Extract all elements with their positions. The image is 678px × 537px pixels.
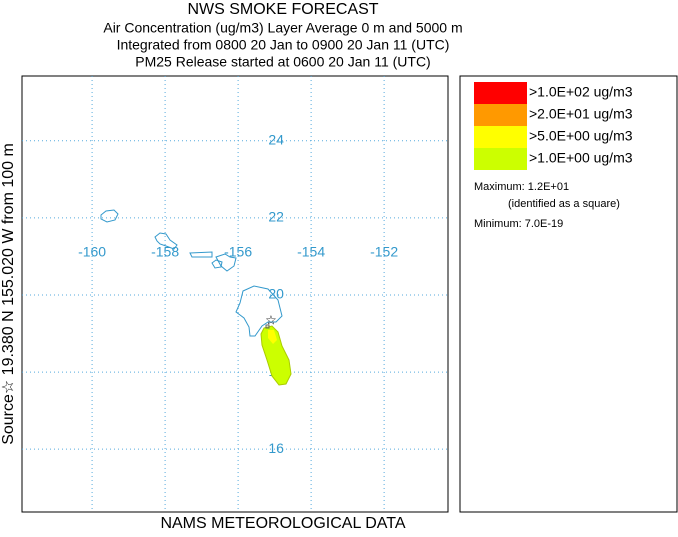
map-frame — [21, 75, 449, 513]
island — [215, 253, 237, 272]
legend-label: >2.0E+01 ug/m3 — [529, 106, 633, 122]
lat-label: 22 — [268, 209, 284, 225]
legend-swatch — [474, 104, 527, 126]
legend-frame — [459, 75, 678, 513]
smoke-plume-core — [268, 330, 277, 344]
maximum-marker — [265, 324, 270, 329]
source-label: Source☆ 19.380 N 155.020 W from 100 m — [0, 143, 17, 445]
lat-label: 16 — [268, 440, 284, 456]
legend: >1.0E+02 ug/m3 >2.0E+01 ug/m3 >5.0E+00 ug/… — [474, 82, 633, 170]
lon-label: -152 — [370, 244, 398, 260]
smoke-plume — [260, 325, 292, 386]
legend-maximum-note: (identified as a square) — [508, 198, 620, 210]
subtitle: Integrated from 0800 20 Jan to 0900 20 J… — [117, 37, 450, 53]
grid: -160-158-156-154-1521618202224 — [22, 76, 448, 512]
source-star: ☆ — [265, 312, 277, 327]
island — [235, 285, 283, 337]
island — [154, 232, 178, 250]
subtitle: Air Concentration (ug/m3) Layer Average … — [103, 20, 462, 36]
lat-label: 20 — [268, 286, 284, 302]
island — [100, 209, 119, 223]
legend-swatch — [474, 82, 527, 104]
legend-label: >1.0E+02 ug/m3 — [529, 84, 633, 100]
title: NWS SMOKE FORECAST — [187, 1, 378, 18]
island — [189, 251, 213, 258]
lon-label: -154 — [297, 244, 325, 260]
legend-swatch — [474, 148, 527, 170]
legend-swatch — [474, 126, 527, 148]
lat-label: 24 — [268, 131, 284, 147]
legend-minimum: Minimum: 7.0E-19 — [474, 218, 563, 230]
subtitle: PM25 Release started at 0600 20 Jan 11 (… — [135, 54, 430, 70]
coastlines — [100, 209, 283, 337]
lon-label: -160 — [78, 244, 106, 260]
island — [211, 259, 223, 269]
lon-label: -158 — [151, 244, 179, 260]
legend-label: >5.0E+00 ug/m3 — [529, 128, 633, 144]
legend-label: >1.0E+00 ug/m3 — [529, 150, 633, 166]
legend-maximum: Maximum: 1.2E+01 — [474, 181, 569, 193]
footer: NAMS METEOROLOGICAL DATA — [160, 515, 405, 532]
lon-label: -156 — [224, 244, 252, 260]
